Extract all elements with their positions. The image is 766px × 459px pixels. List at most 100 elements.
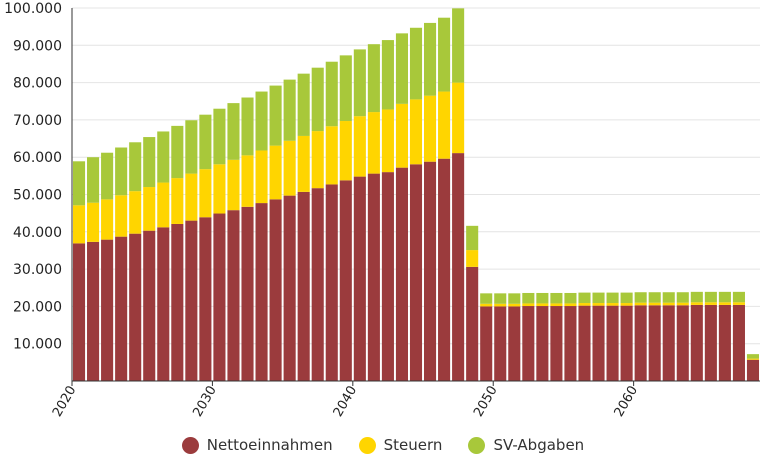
y-tick-label: 10.000	[13, 337, 62, 353]
bar-segment-sv-abgaben	[409, 27, 423, 100]
bar-segment-sv-abgaben	[508, 293, 521, 304]
legend-item-sv-abgaben[interactable]: SV-Abgaben	[468, 436, 584, 454]
bar-segment-nettoeinnahmen	[353, 176, 366, 381]
bar-segment-nettoeinnahmen	[606, 305, 619, 381]
bar-segment-nettoeinnahmen	[662, 305, 675, 381]
legend-label-sv-abgaben: SV-Abgaben	[493, 436, 585, 454]
legend-item-nettoeinnahmen[interactable]: Nettoeinnahmen	[181, 436, 333, 454]
bar-segment-nettoeinnahmen	[578, 305, 591, 381]
bar-segment-nettoeinnahmen	[129, 233, 142, 381]
bar-segment-steuern	[606, 303, 619, 306]
bar-segment-steuern	[424, 95, 437, 162]
bar-segment-nettoeinnahmen	[311, 188, 324, 381]
bar-segment-sv-abgaben	[452, 8, 465, 83]
bar-segment-sv-abgaben	[718, 291, 731, 303]
bar-segment-nettoeinnahmen	[269, 199, 282, 381]
bar-segment-sv-abgaben	[704, 291, 717, 303]
bar-segment-nettoeinnahmen	[381, 172, 394, 381]
bar-segment-steuern	[227, 159, 240, 211]
bar-segment-sv-abgaben	[564, 292, 577, 304]
bar-segment-nettoeinnahmen	[676, 305, 689, 381]
bar-segment-sv-abgaben	[746, 354, 760, 359]
bar-segment-nettoeinnahmen	[620, 305, 633, 381]
bar-segment-sv-abgaben	[115, 147, 128, 196]
y-tick-label: 60.000	[13, 150, 62, 166]
bar-segment-steuern	[466, 250, 479, 267]
bar-segment-steuern	[213, 164, 226, 214]
bar-segment-sv-abgaben	[676, 292, 689, 303]
bar-segment-nettoeinnahmen	[480, 306, 493, 381]
x-tick-labels: 2020 2030 2040 2050 2060	[50, 381, 641, 420]
bar-segment-steuern	[353, 116, 366, 177]
bar-segment-sv-abgaben	[381, 40, 394, 110]
bar-segment-sv-abgaben	[662, 292, 675, 303]
x-tick-label: 2020	[50, 384, 80, 420]
bar-segment-steuern	[648, 302, 661, 306]
bar-segment-steuern	[87, 202, 100, 242]
bar-segment-sv-abgaben	[129, 142, 142, 192]
bar-segment-nettoeinnahmen	[241, 206, 254, 381]
legend-swatch-nettoeinnahmen	[181, 436, 199, 454]
bar-segment-steuern	[115, 195, 128, 237]
bar-segment-sv-abgaben	[339, 55, 352, 122]
bar-segment-sv-abgaben	[424, 22, 437, 96]
y-tick-labels: 10.000 20.000 30.000 40.000 50.000 60.000 70.0…	[4, 1, 62, 353]
bar-segment-sv-abgaben	[87, 157, 100, 203]
bar-segment-sv-abgaben	[311, 67, 324, 132]
bar-segment-nettoeinnahmen	[395, 167, 408, 381]
bar-segment-nettoeinnahmen	[494, 306, 507, 381]
bar-segment-sv-abgaben	[438, 17, 451, 92]
bar-segment-sv-abgaben	[185, 120, 198, 174]
x-tick-label: 2040	[331, 384, 361, 420]
bar-segment-steuern	[143, 187, 156, 231]
legend-item-steuern[interactable]: Steuern	[358, 436, 442, 454]
bar-segment-nettoeinnahmen	[367, 173, 380, 381]
bar-segment-steuern	[592, 303, 605, 306]
y-tick-label: 90.000	[13, 38, 62, 54]
bar-segment-nettoeinnahmen	[185, 220, 198, 381]
bar-segment-steuern	[241, 155, 254, 207]
bar-segment-steuern	[72, 205, 86, 244]
bar-segment-steuern	[171, 178, 184, 224]
y-tick-label: 70.000	[13, 113, 62, 129]
bar-segment-nettoeinnahmen	[87, 241, 100, 381]
bar-segment-nettoeinnahmen	[536, 306, 549, 381]
bar-segment-sv-abgaben	[72, 161, 86, 206]
bar-segment-sv-abgaben	[255, 91, 268, 151]
y-tick-label: 40.000	[13, 225, 62, 241]
bar-segment-sv-abgaben	[367, 44, 380, 113]
bar-segment-steuern	[283, 140, 296, 196]
bar-segment-sv-abgaben	[325, 61, 338, 127]
bar-segment-nettoeinnahmen	[283, 195, 296, 381]
bar-segment-steuern	[381, 109, 394, 173]
bar-segment-sv-abgaben	[648, 292, 661, 303]
bar-segment-nettoeinnahmen	[522, 306, 535, 381]
bar-segment-steuern	[718, 302, 731, 305]
bar-segment-nettoeinnahmen	[297, 191, 310, 381]
y-tick-label: 20.000	[13, 299, 62, 315]
bar-segment-steuern	[199, 169, 212, 218]
bar-segment-sv-abgaben	[199, 114, 212, 170]
bar-segment-nettoeinnahmen	[115, 236, 128, 381]
bar-segment-sv-abgaben	[241, 97, 254, 156]
x-tick-label: 2060	[612, 384, 642, 420]
bar-segment-steuern	[409, 99, 423, 165]
bar-segment-steuern	[508, 303, 521, 307]
bar-segment-nettoeinnahmen	[732, 304, 745, 381]
bar-segment-nettoeinnahmen	[255, 203, 268, 381]
bar-segment-steuern	[101, 199, 114, 240]
bar-segment-steuern	[297, 135, 310, 192]
bar-segment-steuern	[339, 121, 352, 181]
bar-segment-steuern	[536, 303, 549, 307]
bar-segment-steuern	[255, 150, 268, 204]
bar-segment-sv-abgaben	[466, 225, 479, 251]
bar-segment-nettoeinnahmen	[550, 306, 563, 381]
bar-segment-nettoeinnahmen	[718, 304, 731, 381]
bar-segment-steuern	[438, 91, 451, 159]
y-tick-label: 100.000	[4, 1, 62, 17]
bar-segment-sv-abgaben	[157, 131, 170, 183]
bar-segment-sv-abgaben	[283, 79, 296, 141]
bar-segment-steuern	[634, 302, 647, 306]
bar-segment-nettoeinnahmen	[213, 213, 226, 381]
bar-segment-nettoeinnahmen	[634, 305, 647, 381]
